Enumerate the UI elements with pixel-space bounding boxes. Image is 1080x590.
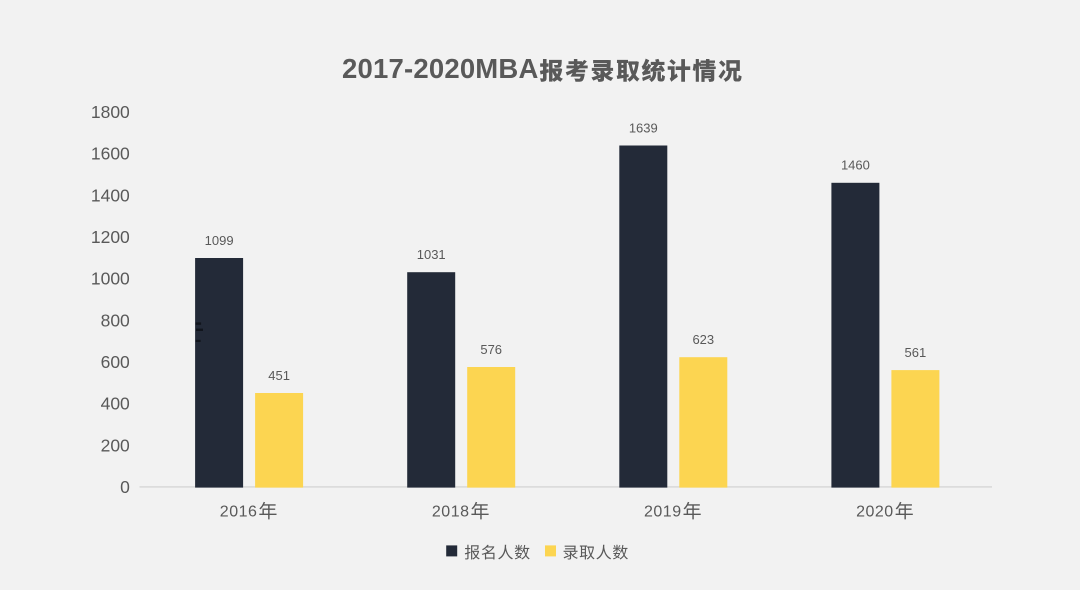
svg-text:200: 200 xyxy=(101,435,130,455)
svg-text:600: 600 xyxy=(101,352,130,372)
svg-text:2018: 2018 xyxy=(432,504,470,521)
svg-text:2020: 2020 xyxy=(856,504,894,521)
svg-text:2019: 2019 xyxy=(644,504,682,521)
svg-text:1000: 1000 xyxy=(91,269,130,289)
svg-text:1639: 1639 xyxy=(629,120,658,135)
svg-text:400: 400 xyxy=(101,394,130,414)
svg-text:1099: 1099 xyxy=(205,233,234,248)
svg-text:623: 623 xyxy=(692,332,714,347)
svg-text:576: 576 xyxy=(480,342,502,357)
svg-text:1460: 1460 xyxy=(841,158,870,173)
svg-text:561: 561 xyxy=(905,345,927,360)
svg-text:1031: 1031 xyxy=(417,247,446,262)
svg-text:1400: 1400 xyxy=(91,185,130,205)
svg-text:0: 0 xyxy=(120,477,130,497)
svg-text:2017-2020MBA: 2017-2020MBA xyxy=(342,53,539,84)
svg-text:800: 800 xyxy=(101,310,130,330)
svg-text:2016: 2016 xyxy=(220,504,258,521)
svg-text:1600: 1600 xyxy=(91,144,130,164)
svg-text:451: 451 xyxy=(268,368,290,383)
svg-text:1200: 1200 xyxy=(91,227,130,247)
svg-text:1800: 1800 xyxy=(91,102,130,122)
